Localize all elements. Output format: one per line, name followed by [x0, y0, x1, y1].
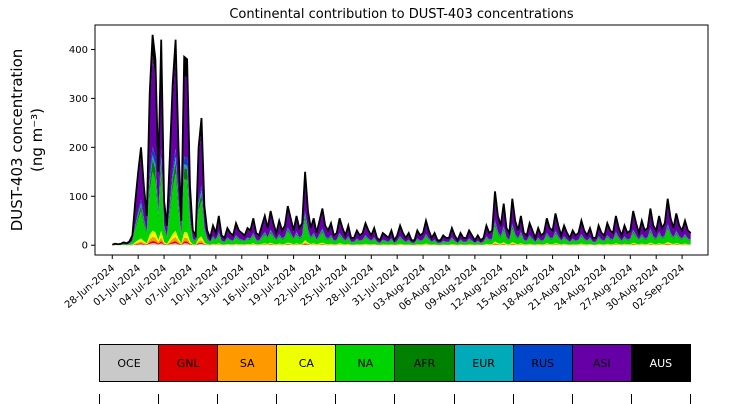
legend-item-OCE: OCE: [100, 345, 159, 381]
area-SA: [112, 236, 691, 246]
legend-second-row-cell: [394, 394, 453, 404]
area-GNL: [112, 241, 691, 246]
y-tick-label: 200: [69, 143, 88, 154]
legend-second-row: [99, 394, 691, 404]
legend-second-row-cell: [158, 394, 217, 404]
legend-item-EUR: EUR: [453, 345, 513, 381]
legend-second-row-cell: [512, 394, 572, 404]
y-tick-label: 0: [82, 241, 88, 252]
legend-item-CA: CA: [276, 345, 336, 381]
area-OCE: [112, 243, 691, 246]
legend-item-ASI: ASI: [571, 345, 631, 381]
legend-item-NA: NA: [335, 345, 395, 381]
area-CA: [112, 230, 691, 246]
legend-second-row-cell: [335, 394, 394, 404]
legend-second-row-cell: [276, 394, 335, 404]
legend: OCE GNL SA CA NA AFR EUR RUS ASI AUS: [99, 344, 691, 382]
chart-title: Continental contribution to DUST-403 con…: [229, 7, 574, 22]
legend-item-RUS: RUS: [512, 345, 572, 381]
y-tick-label: 300: [69, 94, 88, 105]
legend-second-row-cell: [571, 394, 631, 404]
legend-item-AUS: AUS: [630, 345, 690, 381]
legend-second-row-cell: [453, 394, 513, 404]
legend-second-row-cell: [100, 394, 158, 404]
axes-box: [94, 24, 709, 256]
area-NA: [112, 171, 691, 246]
legend-item-SA: SA: [217, 345, 277, 381]
y-tick-label: 400: [69, 45, 88, 56]
area-ASI: [112, 55, 691, 245]
legend-item-AFR: AFR: [394, 345, 454, 381]
legend-second-row-cell: [630, 394, 690, 404]
total-line: [111, 34, 692, 246]
plot-area: 010020030040028-Jun-202401-Jul-202404-Ju…: [63, 24, 709, 313]
legend-item-GNL: GNL: [158, 345, 218, 381]
y-tick-label: 100: [69, 192, 88, 203]
legend-second-row-cell: [217, 394, 276, 404]
